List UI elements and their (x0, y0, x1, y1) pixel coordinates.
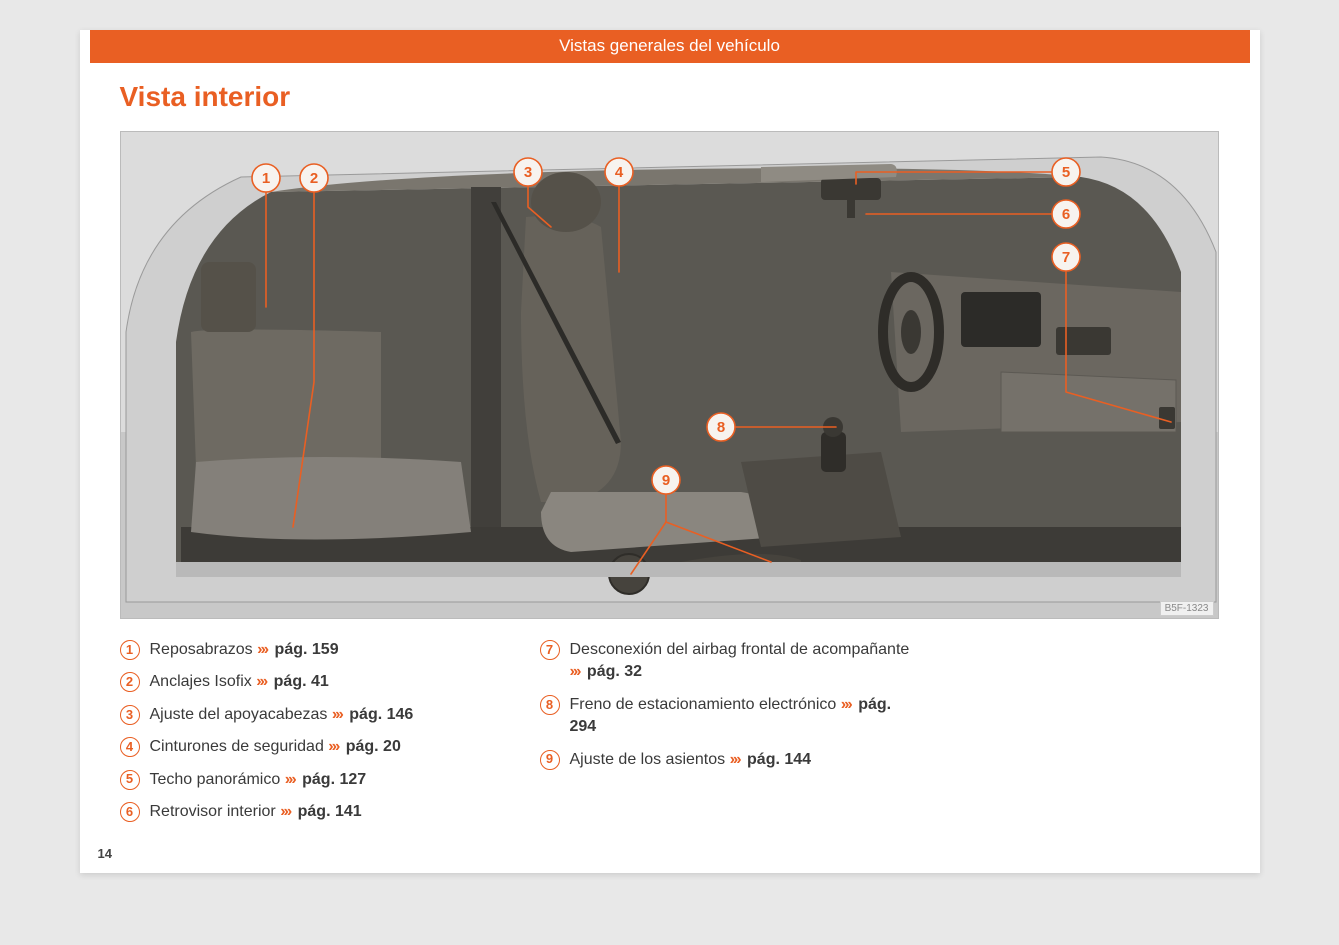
legend-column-right: 7 Desconexión del airbag frontal de acomp… (540, 639, 920, 833)
legend-number: 7 (540, 640, 560, 660)
page-reference[interactable]: ››› pág. 144 (730, 751, 811, 768)
chevron-icon: ››› (841, 696, 851, 713)
legend-item: 2 Anclajes Isofix ››› pág. 41 (120, 671, 500, 693)
page-content: Vista interior 1 2 3 4 5 6 7 8 9 B5F-1323 1 Repos… (80, 63, 1260, 833)
page-reference[interactable]: ››› pág. 127 (285, 771, 366, 788)
legend-item: 5 Techo panorámico ››› pág. 127 (120, 769, 500, 791)
chevron-icon: ››› (730, 751, 740, 768)
chevron-icon: ››› (328, 738, 338, 755)
legend-item: 8 Freno de estacionamiento electrónico ››… (540, 694, 920, 739)
chevron-icon: ››› (570, 663, 580, 680)
page-reference[interactable]: ››› pág. 41 (256, 673, 329, 690)
legend-number: 6 (120, 802, 140, 822)
legend-number: 1 (120, 640, 140, 660)
svg-text:6: 6 (1061, 206, 1069, 223)
legend-text: Techo panorámico ››› pág. 127 (150, 769, 500, 791)
svg-text:1: 1 (261, 170, 269, 187)
legend-item: 4 Cinturones de seguridad ››› pág. 20 (120, 736, 500, 758)
legend-text: Ajuste de los asientos ››› pág. 144 (570, 749, 920, 771)
legend-column-left: 1 Reposabrazos ››› pág. 159 2 Anclajes Isof… (120, 639, 500, 833)
legend-item: 9 Ajuste de los asientos ››› pág. 144 (540, 749, 920, 771)
legend-item: 7 Desconexión del airbag frontal de acomp… (540, 639, 920, 684)
legend-number: 8 (540, 695, 560, 715)
svg-text:2: 2 (309, 170, 317, 187)
page-reference[interactable]: ››› pág. 159 (257, 641, 338, 658)
legend-item: 6 Retrovisor interior ››› pág. 141 (120, 801, 500, 823)
chevron-icon: ››› (332, 706, 342, 723)
svg-text:9: 9 (661, 472, 669, 489)
chevron-icon: ››› (256, 673, 266, 690)
legend-number: 9 (540, 750, 560, 770)
svg-text:4: 4 (614, 164, 623, 181)
legend-text: Desconexión del airbag frontal de acompa… (570, 639, 920, 684)
legend-text: Freno de estacionamiento electrónico ›››… (570, 694, 920, 739)
chevron-icon: ››› (280, 803, 290, 820)
chevron-icon: ››› (257, 641, 267, 658)
figure-reference-code: B5F-1323 (1160, 601, 1214, 616)
page-reference[interactable]: ››› pág. 294 (570, 696, 892, 735)
legend-text: Cinturones de seguridad ››› pág. 20 (150, 736, 500, 758)
manual-page: Vistas generales del vehículo Vista inte… (80, 30, 1260, 873)
svg-text:8: 8 (716, 419, 724, 436)
legend-item: 3 Ajuste del apoyacabezas ››› pág. 146 (120, 704, 500, 726)
legend-text: Retrovisor interior ››› pág. 141 (150, 801, 500, 823)
legend-text: Reposabrazos ››› pág. 159 (150, 639, 500, 661)
legend-number: 3 (120, 705, 140, 725)
page-reference[interactable]: ››› pág. 32 (570, 663, 643, 680)
legend-text: Ajuste del apoyacabezas ››› pág. 146 (150, 704, 500, 726)
legend-text: Anclajes Isofix ››› pág. 41 (150, 671, 500, 693)
chevron-icon: ››› (285, 771, 295, 788)
interior-diagram: 1 2 3 4 5 6 7 8 9 B5F-1323 (120, 131, 1219, 619)
page-number: 14 (98, 846, 112, 861)
legend-number: 2 (120, 672, 140, 692)
page-title: Vista interior (120, 81, 1220, 113)
diagram-svg: 1 2 3 4 5 6 7 8 9 (121, 132, 1219, 619)
page-reference[interactable]: ››› pág. 141 (280, 803, 361, 820)
legend-item: 1 Reposabrazos ››› pág. 159 (120, 639, 500, 661)
section-header: Vistas generales del vehículo (90, 30, 1250, 63)
legend-number: 5 (120, 770, 140, 790)
svg-text:5: 5 (1061, 164, 1069, 181)
page-reference[interactable]: ››› pág. 20 (328, 738, 401, 755)
page-reference[interactable]: ››› pág. 146 (332, 706, 413, 723)
legend-number: 4 (120, 737, 140, 757)
svg-text:3: 3 (523, 164, 531, 181)
legend: 1 Reposabrazos ››› pág. 159 2 Anclajes Isof… (120, 639, 1220, 833)
svg-text:7: 7 (1061, 249, 1069, 266)
